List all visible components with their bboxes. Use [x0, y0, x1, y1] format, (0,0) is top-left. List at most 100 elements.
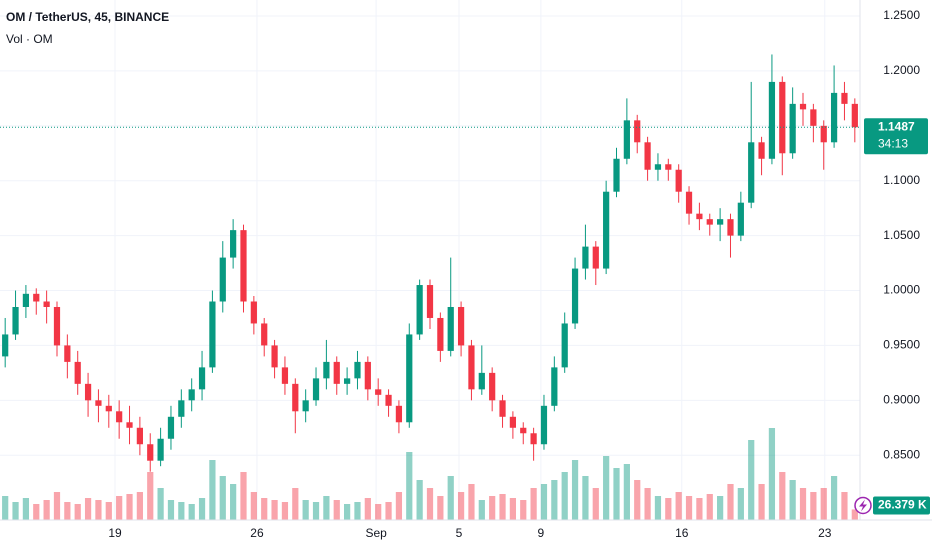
candle-body	[468, 345, 475, 390]
candle-body	[758, 142, 765, 159]
x-tick-label: 26	[250, 526, 264, 540]
x-tick-label: 19	[108, 526, 122, 540]
volume-bar	[706, 494, 713, 520]
candle-body	[22, 293, 30, 307]
candle-body	[375, 389, 382, 395]
x-tick-label: Sep	[365, 526, 387, 540]
candle-body	[136, 427, 143, 445]
candle-body	[799, 103, 807, 110]
y-tick-label: 1.2500	[883, 8, 920, 22]
candle-body	[457, 306, 465, 346]
candle-body	[789, 103, 796, 154]
volume-bar	[571, 460, 579, 520]
candle-body	[499, 400, 506, 417]
volume-bar	[375, 504, 382, 520]
volume-bar	[468, 484, 475, 520]
volume-bar	[685, 496, 693, 520]
candle-body	[613, 158, 620, 192]
volume-bar	[292, 488, 299, 520]
volume-bar	[426, 488, 434, 520]
candle-body	[292, 383, 299, 412]
candle-body	[12, 306, 19, 335]
volume-bar	[302, 500, 309, 520]
candle-body	[188, 389, 195, 401]
volume-bar	[250, 492, 257, 520]
candle-body	[333, 361, 340, 384]
candle-body	[312, 378, 320, 401]
volume-bar	[406, 452, 413, 520]
volume-bar	[551, 480, 558, 520]
volume-bar	[12, 502, 19, 520]
volume-bar	[509, 498, 516, 520]
candle-body	[281, 367, 289, 384]
candle-body	[737, 202, 744, 236]
candle-body	[654, 164, 662, 170]
candle-body	[157, 438, 164, 461]
candle-body	[706, 219, 713, 225]
volume-bar	[95, 500, 102, 520]
candle-body	[727, 219, 734, 236]
volume-bar	[603, 456, 610, 520]
volume-bar	[613, 468, 620, 520]
x-tick-label: 16	[675, 526, 689, 540]
candle-body	[209, 301, 216, 368]
volume-bar	[457, 492, 465, 520]
volume-bar	[623, 464, 630, 520]
volume-legend: Vol · OM	[6, 32, 53, 46]
volume-bar	[727, 484, 734, 520]
candle-body	[830, 92, 838, 143]
candle-body	[344, 378, 351, 384]
candles	[2, 54, 858, 472]
volume-bar	[2, 496, 9, 520]
symbol-title[interactable]: OM / TetherUS, 45, BINANCE	[6, 10, 169, 24]
candle-body	[105, 405, 112, 412]
y-tick-label: 0.8500	[883, 447, 920, 461]
y-tick-label: 1.0000	[883, 283, 920, 297]
volume-bar	[696, 498, 703, 520]
volume-bar	[416, 480, 423, 520]
candle-body	[665, 164, 672, 170]
candle-body	[395, 405, 403, 423]
volume-bar	[230, 484, 237, 520]
volume-bar	[758, 484, 765, 520]
volume-bar	[209, 460, 216, 520]
candle-body	[95, 400, 102, 406]
candle-body	[841, 92, 848, 104]
candle-body	[126, 422, 133, 428]
candle-body	[478, 372, 485, 390]
candle-body	[851, 103, 858, 128]
volume-bar	[136, 492, 143, 520]
volume-bar	[851, 509, 858, 520]
volume-bar	[240, 472, 247, 520]
volume-bar	[333, 500, 340, 520]
volume-bar	[634, 480, 641, 520]
volume-bar	[489, 496, 496, 520]
candle-body	[74, 361, 81, 384]
x-tick-label: 5	[456, 526, 463, 540]
volume-bar	[675, 492, 682, 520]
volume-label-box	[873, 496, 930, 515]
candle-body	[385, 394, 392, 406]
candle-body	[437, 317, 444, 351]
volume-bar	[178, 502, 185, 520]
volume-bar	[530, 488, 537, 520]
candle-body	[696, 213, 703, 220]
candle-body	[364, 361, 371, 390]
volume-bar	[499, 494, 506, 520]
volume-bar	[437, 496, 444, 520]
candle-body	[634, 120, 641, 143]
candle-body	[768, 81, 776, 159]
volume-bar	[447, 476, 454, 520]
x-tick-label: 23	[818, 526, 832, 540]
candle-body	[520, 427, 527, 434]
candle-body	[271, 345, 278, 368]
candle-body	[53, 306, 61, 346]
candle-body	[302, 400, 309, 412]
volume-bar	[33, 504, 40, 520]
countdown-label: 34:13	[878, 136, 908, 150]
axes: 0.85000.90000.95001.00001.05001.10001.15…	[0, 8, 930, 540]
volume-bar	[157, 488, 164, 520]
volume-bar	[64, 502, 71, 520]
